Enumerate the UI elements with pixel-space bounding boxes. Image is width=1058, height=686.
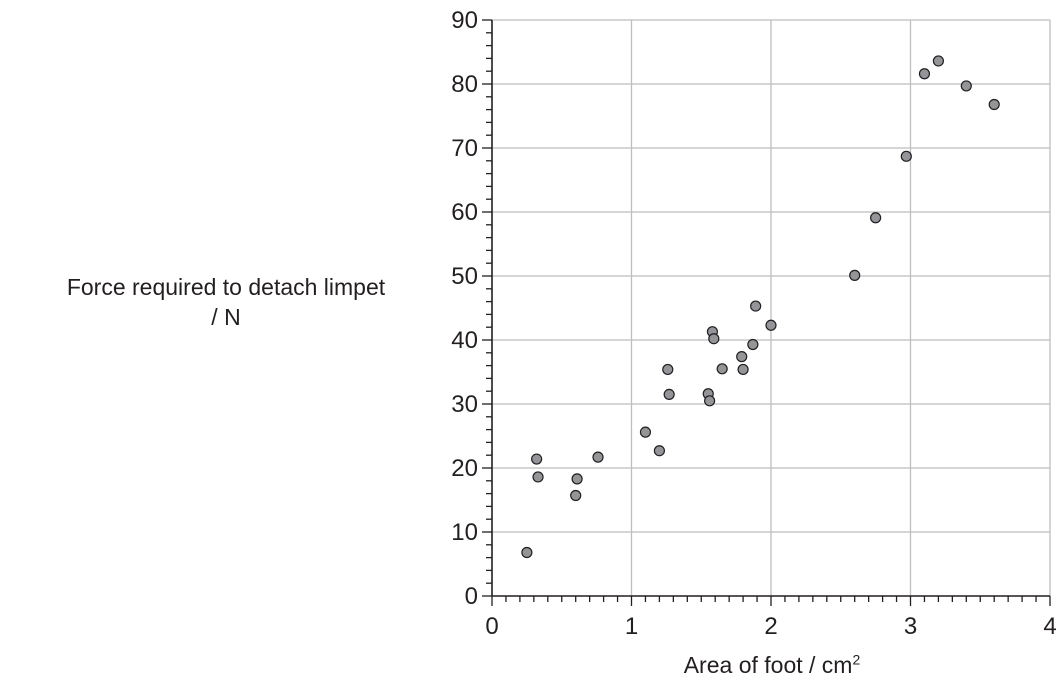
y-axis-label: Force required to detach limpet / N — [0, 272, 452, 332]
data-point — [663, 388, 675, 400]
data-point — [736, 351, 748, 363]
gridlines — [492, 19, 1051, 596]
minor-ticks — [482, 19, 1051, 606]
y-tick-label: 0 — [465, 583, 478, 610]
y-tick-label: 20 — [451, 455, 478, 482]
data-points — [521, 55, 1000, 559]
data-point — [849, 269, 861, 281]
data-point — [918, 68, 931, 80]
y-tick-label: 80 — [451, 71, 478, 98]
y-tick-label: 30 — [451, 391, 478, 418]
data-point — [765, 319, 777, 331]
x-axis-label-superscript: 2 — [852, 651, 861, 668]
x-tick-label: 0 — [485, 613, 498, 640]
data-point — [592, 451, 604, 463]
data-point — [571, 473, 583, 485]
data-point — [870, 212, 882, 224]
data-point — [988, 98, 1000, 111]
y-tick-label: 90 — [451, 7, 478, 34]
data-point — [900, 150, 912, 162]
data-point — [960, 80, 972, 92]
data-point — [708, 333, 720, 345]
data-point — [653, 445, 666, 457]
x-tick-label: 1 — [625, 613, 638, 640]
y-tick-label: 60 — [451, 199, 478, 226]
x-axis-label: Area of foot / cm2 — [492, 650, 1052, 680]
data-point — [747, 338, 759, 351]
y-tick-label: 70 — [451, 135, 478, 162]
data-point — [932, 55, 945, 67]
data-point — [521, 546, 533, 559]
x-tick-label: 3 — [904, 613, 917, 640]
data-point — [532, 471, 544, 483]
data-point — [531, 453, 543, 465]
data-point — [750, 300, 762, 312]
data-point — [737, 363, 749, 376]
data-point — [639, 426, 652, 438]
data-point — [716, 363, 728, 375]
data-point — [704, 395, 716, 407]
y-tick-label: 10 — [451, 519, 478, 546]
data-point — [662, 363, 674, 376]
axes — [491, 20, 1050, 597]
x-tick-label: 4 — [1043, 613, 1056, 640]
data-point — [570, 489, 582, 502]
y-tick-label: 50 — [451, 263, 478, 290]
y-axis-label-line2: / N — [211, 304, 241, 330]
x-tick-label: 2 — [764, 613, 777, 640]
x-axis-label-text: Area of foot / cm — [683, 652, 853, 678]
y-tick-label: 40 — [451, 327, 478, 354]
y-axis-label-line1: Force required to detach limpet — [66, 274, 386, 300]
